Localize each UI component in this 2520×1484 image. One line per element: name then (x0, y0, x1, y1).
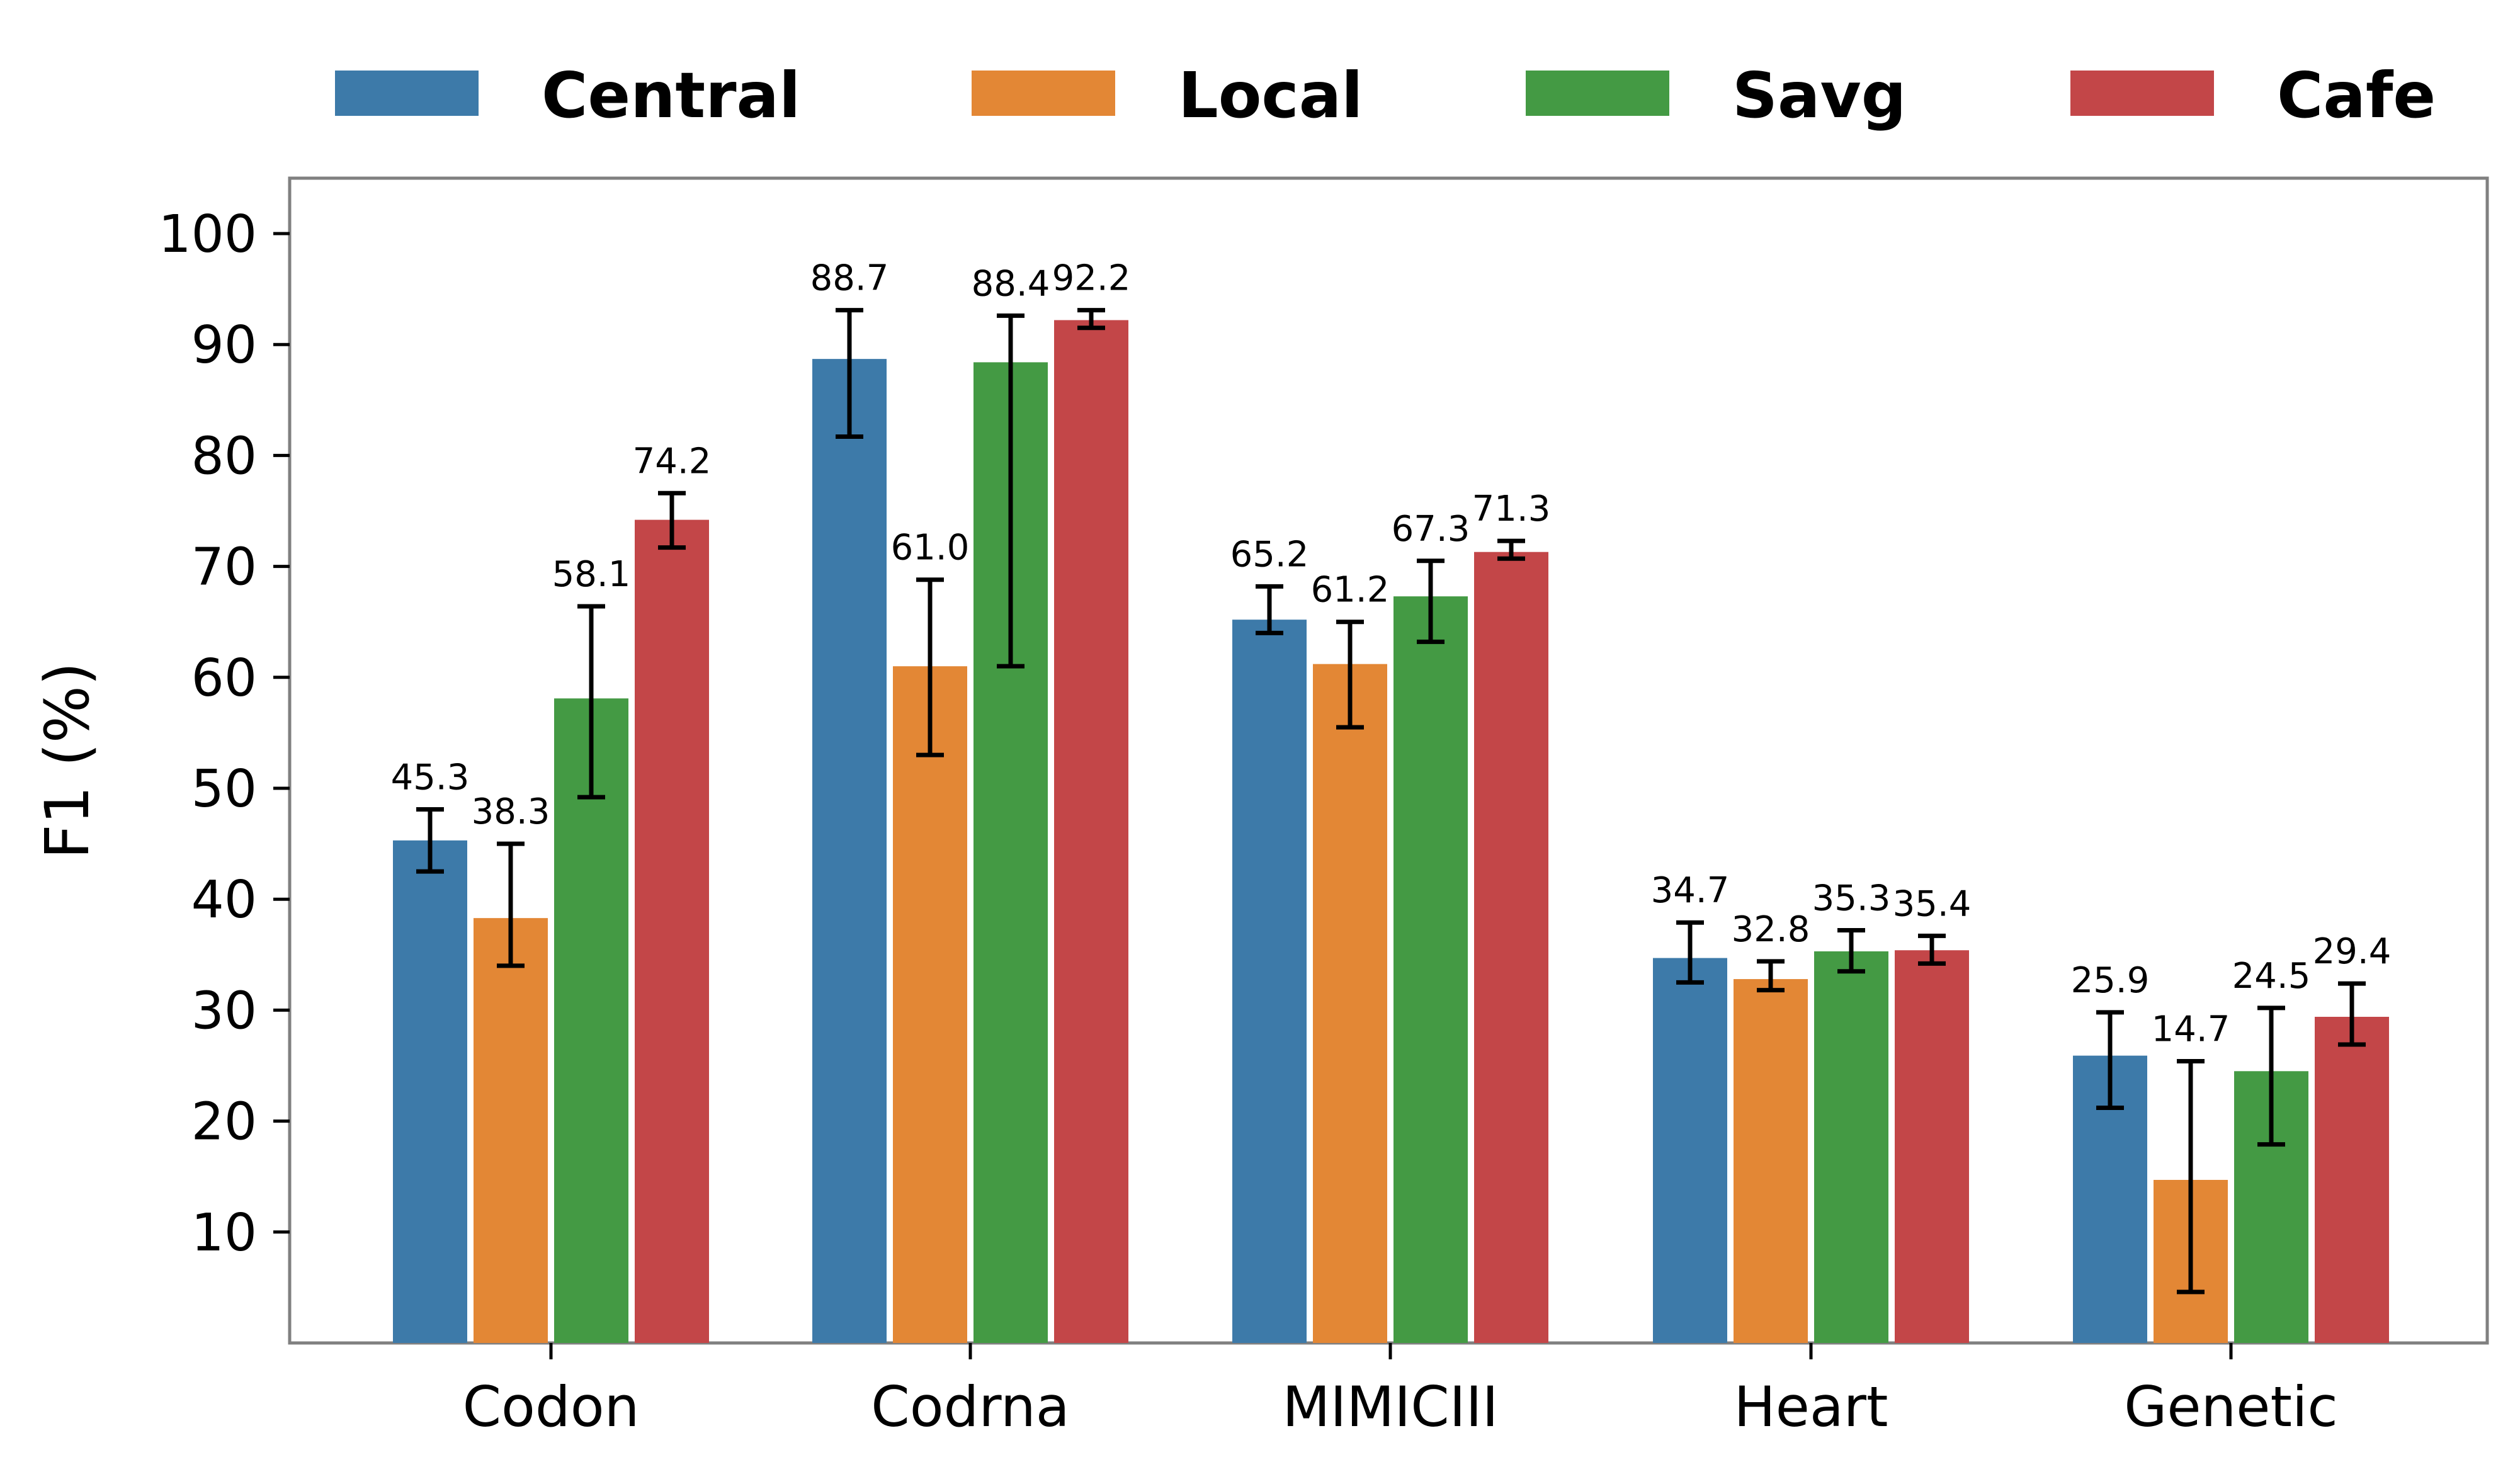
error-bar (1077, 308, 1105, 331)
error-bar (1676, 920, 1704, 985)
error-bar (1918, 933, 1946, 966)
error-bar (916, 577, 944, 757)
data-label: 25.9 (2071, 960, 2150, 1001)
y-axis: 10 20 30 40 50 60 70 80 90 100 (158, 205, 290, 1263)
data-label: 24.5 (2232, 956, 2311, 997)
bar-central-codon (393, 840, 467, 1343)
legend-swatch-local (972, 71, 1115, 116)
error-bar (2338, 981, 2366, 1047)
legend-swatch-savg (1526, 71, 1669, 116)
x-tick-label: Codon (463, 1374, 640, 1439)
bar-local-codrna (893, 666, 967, 1343)
y-tick-label: 10 (191, 1203, 257, 1263)
error-bar (2177, 1058, 2205, 1294)
legend-swatch-central (335, 71, 479, 116)
legend-label-cafe: Cafe (2277, 59, 2436, 132)
error-bar (1757, 959, 1785, 993)
bar-central-mimiciii (1232, 620, 1307, 1343)
bar-cafe-mimiciii (1474, 552, 1548, 1343)
error-bar (997, 313, 1024, 669)
error-bar (416, 807, 444, 874)
data-label: 29.4 (2313, 931, 2392, 972)
error-bar (497, 841, 525, 968)
data-label: 88.7 (810, 258, 889, 299)
data-label: 61.0 (891, 528, 970, 569)
error-bar (1336, 620, 1364, 730)
legend-label-savg: Savg (1732, 59, 1906, 132)
legend-label-local: Local (1178, 59, 1363, 132)
bar-savg-codon (554, 698, 628, 1343)
data-label: 32.8 (1732, 909, 1810, 950)
y-axis-label: F1 (%) (32, 662, 103, 859)
y-tick-label: 70 (191, 538, 257, 598)
y-tick-label: 20 (191, 1092, 257, 1152)
data-label: 92.2 (1052, 258, 1131, 299)
data-label: 67.3 (1392, 509, 1470, 550)
bar-local-codon (474, 918, 548, 1343)
data-label: 34.7 (1651, 870, 1730, 911)
y-tick-label: 80 (191, 426, 257, 486)
data-label: 14.7 (2152, 1009, 2230, 1050)
y-tick-label: 30 (191, 981, 257, 1041)
bar-cafe-heart (1895, 950, 1969, 1343)
bar-savg-mimiciii (1393, 596, 1468, 1343)
error-bar (1837, 928, 1865, 974)
bar-cafe-codon (635, 519, 709, 1344)
bar-local-mimiciii (1313, 664, 1387, 1343)
error-bar (2096, 1010, 2124, 1110)
error-bar (658, 490, 686, 550)
bar-cafe-codrna (1054, 320, 1128, 1343)
data-label: 35.4 (1893, 883, 1972, 924)
y-tick-label: 40 (191, 870, 257, 930)
y-tick-label: 60 (191, 649, 257, 708)
x-tick-label: MIMICIII (1282, 1374, 1498, 1439)
x-axis: Codon Codrna MIMICIII Heart Genetic (463, 1343, 2338, 1439)
data-labels: 45.3 88.7 65.2 34.7 25.9 38.3 61.0 61.2 32.8 14.7… (391, 258, 2392, 1050)
data-label: 65.2 (1230, 534, 1309, 575)
error-bars (416, 308, 2366, 1294)
data-label: 45.3 (391, 757, 470, 798)
plot-frame (288, 176, 2489, 1345)
data-label: 38.3 (472, 791, 550, 832)
error-bar (836, 308, 863, 439)
legend-swatch-cafe (2070, 71, 2214, 116)
data-label: 74.2 (633, 441, 712, 482)
data-label: 88.4 (972, 263, 1050, 304)
legend-label-central: Central (542, 59, 800, 132)
error-bar (577, 604, 605, 800)
bar-central-heart (1653, 958, 1727, 1343)
error-bar (1417, 558, 1444, 644)
y-tick-label: 90 (191, 315, 257, 375)
bar-local-heart (1734, 979, 1808, 1343)
error-bar (2257, 1005, 2285, 1147)
data-label: 71.3 (1472, 489, 1551, 530)
x-tick-label: Heart (1734, 1374, 1888, 1439)
bar-cafe-genetic (2315, 1016, 2389, 1343)
error-bar (1256, 584, 1283, 635)
data-label: 58.1 (552, 554, 631, 595)
x-tick-label: Codrna (871, 1374, 1069, 1439)
error-bar (1497, 538, 1525, 561)
x-tick-label: Genetic (2124, 1374, 2338, 1439)
y-tick-label: 50 (191, 759, 257, 819)
y-tick-label: 100 (158, 205, 257, 264)
legend: Central Local Savg Cafe (335, 59, 2436, 132)
data-label: 61.2 (1311, 570, 1390, 611)
bar-savg-heart (1814, 951, 1888, 1343)
bar-central-codrna (812, 359, 887, 1344)
data-label: 35.3 (1812, 878, 1891, 919)
